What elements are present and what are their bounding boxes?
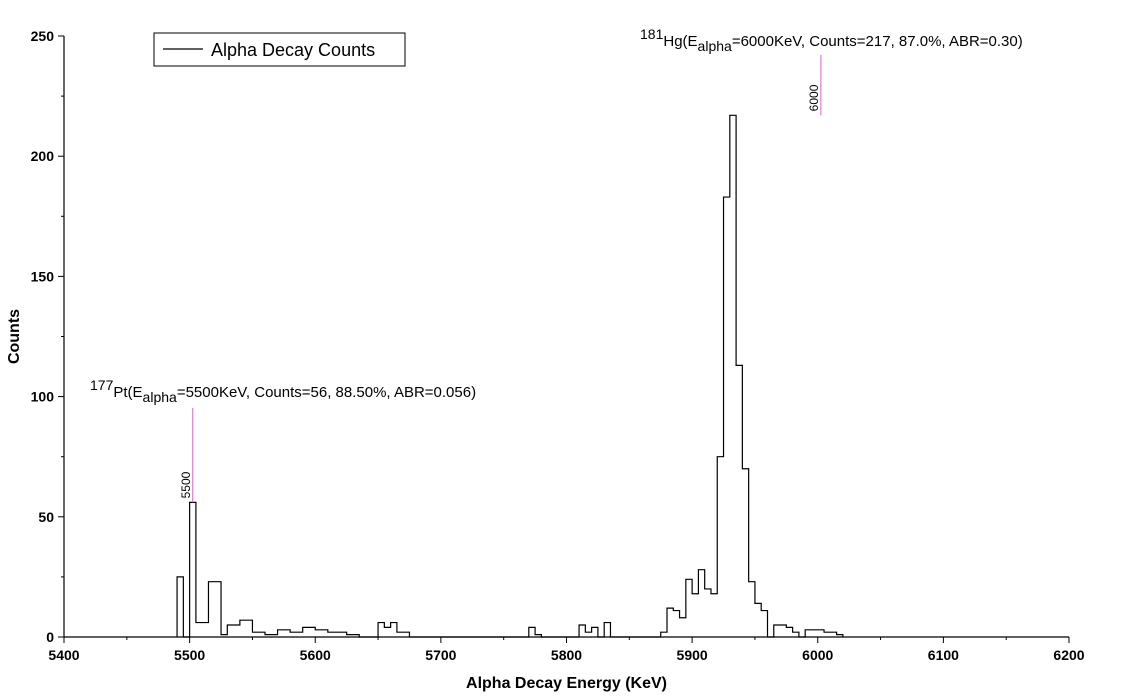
- x-tick-label: 5700: [425, 647, 456, 663]
- y-tick-label: 0: [46, 629, 54, 645]
- isotope-element: Hg(E: [663, 33, 697, 50]
- x-tick-label: 6100: [928, 647, 959, 663]
- legend-label: Alpha Decay Counts: [211, 40, 375, 60]
- peak-energy-label: 6000: [807, 84, 821, 111]
- energy-subscript: alpha: [143, 389, 177, 405]
- peak-energy-label: 5500: [179, 471, 193, 498]
- x-tick-label: 5900: [677, 647, 708, 663]
- isotope-mass-number: 181: [640, 26, 664, 42]
- x-tick-label: 5500: [174, 647, 205, 663]
- x-tick-label: 5600: [300, 647, 331, 663]
- x-tick-label: 5800: [551, 647, 582, 663]
- x-axis-title: Alpha Decay Energy (KeV): [466, 675, 667, 692]
- energy-subscript: alpha: [698, 38, 732, 54]
- x-tick-label: 5400: [48, 647, 79, 663]
- isotope-element: Pt(E: [113, 384, 142, 401]
- legend: Alpha Decay Counts: [153, 32, 406, 67]
- y-tick-label: 150: [31, 268, 55, 284]
- y-tick-label: 50: [38, 509, 54, 525]
- y-tick-label: 100: [31, 389, 55, 405]
- peak-annotation: 177Pt(Ealpha=5500KeV, Counts=56, 88.50%,…: [90, 377, 476, 405]
- axes: 5400 5500 5600 5700 5800 5900 6000 6100 6200 0 50 1…: [6, 28, 1085, 692]
- peak-details: =6000KeV, Counts=217, 87.0%, ABR=0.30): [732, 33, 1023, 50]
- isotope-mass-number: 177: [90, 377, 114, 393]
- plot-area: [176, 114, 844, 638]
- x-tick-label: 6200: [1053, 647, 1084, 663]
- x-tick-label: 6000: [802, 647, 833, 663]
- peak-details: =5500KeV, Counts=56, 88.50%, ABR=0.056): [177, 384, 476, 401]
- y-tick-label: 250: [31, 28, 55, 44]
- y-axis-title: Counts: [6, 309, 23, 364]
- peak-annotation: 181Hg(Ealpha=6000KeV, Counts=217, 87.0%,…: [640, 26, 1023, 54]
- histogram-series-line: [176, 114, 844, 638]
- y-tick-label: 200: [31, 148, 55, 164]
